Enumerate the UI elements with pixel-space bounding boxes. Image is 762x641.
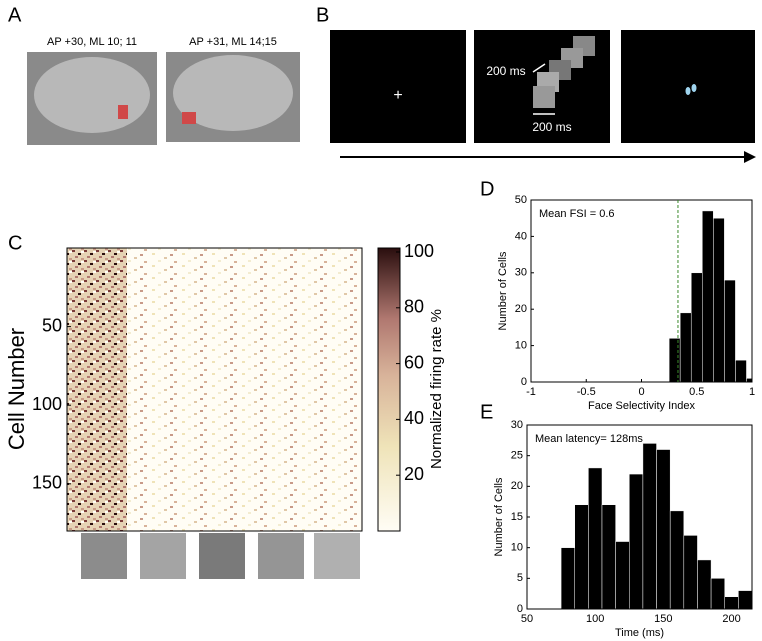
x-tick-label: -1 <box>526 386 536 398</box>
x-tick-label: 0 <box>638 386 644 398</box>
stimulus <box>533 86 555 108</box>
reward-drop <box>685 87 691 95</box>
bar <box>574 504 589 610</box>
arrow <box>532 63 546 73</box>
y-tick-label: 20 <box>511 480 523 492</box>
caption: AP +30, ML 10; 11 <box>47 36 137 48</box>
y-tick-label: 100 <box>32 394 62 414</box>
x-tick-label: 200 <box>722 613 740 625</box>
y-tick-label: 40 <box>515 230 527 242</box>
annotation: Mean latency= 128ms <box>535 433 643 445</box>
bar <box>746 378 753 383</box>
panel-label: C <box>8 232 22 254</box>
heatmap-face-columns <box>67 248 127 531</box>
fixation: + <box>393 87 402 104</box>
reward-drop <box>691 84 697 92</box>
duration-label: 200 ms <box>532 120 571 134</box>
category-image <box>81 533 127 579</box>
bar <box>735 359 747 383</box>
bar <box>601 504 616 610</box>
mri-brain <box>34 57 150 133</box>
x-tick-label: 1 <box>749 386 755 398</box>
y-tick-label: 15 <box>511 511 523 523</box>
y-tick-label: 30 <box>515 267 527 279</box>
bar <box>713 217 725 383</box>
bar <box>738 590 753 610</box>
bar <box>656 449 671 610</box>
bar <box>668 338 681 383</box>
category-image <box>140 533 186 579</box>
x-tick-label: 100 <box>586 613 604 625</box>
isi-label: 200 ms <box>486 64 525 78</box>
screen <box>621 30 755 143</box>
screen <box>330 30 466 143</box>
bar <box>588 467 603 610</box>
panel-label: E <box>480 401 493 423</box>
time-arrow-head <box>744 151 756 163</box>
colorbar <box>377 247 401 532</box>
y-tick-label: 30 <box>511 419 523 431</box>
bar <box>702 210 714 383</box>
bar <box>724 279 736 383</box>
bar <box>615 541 630 610</box>
y-tick-label: 10 <box>511 542 523 554</box>
bar <box>642 443 657 610</box>
x-tick-label: -0.5 <box>577 386 596 398</box>
colorbar-tick-label: 60 <box>404 352 424 372</box>
colorbar-tick-label: 20 <box>404 464 424 484</box>
bar <box>683 535 698 610</box>
y-axis-label: Cell Number <box>4 328 29 450</box>
category-image <box>199 533 245 579</box>
y-tick-label: 0 <box>517 603 523 615</box>
y-tick-label: 150 <box>32 473 62 493</box>
panel-label: D <box>480 178 494 200</box>
category-image <box>258 533 304 579</box>
y-tick-label: 50 <box>42 315 62 335</box>
y-tick-label: 50 <box>515 194 527 206</box>
annotation: Mean FSI = 0.6 <box>539 208 615 220</box>
y-axis-label: Number of Cells <box>497 251 509 330</box>
colorbar-tick-label: 40 <box>404 408 424 428</box>
recording-site <box>182 112 196 124</box>
bar <box>697 559 712 610</box>
y-tick-label: 20 <box>515 303 527 315</box>
bar <box>690 272 703 383</box>
caption: AP +31, ML 14;15 <box>189 36 277 48</box>
panel-label: A <box>8 4 22 26</box>
panel-label: B <box>316 4 329 26</box>
colorbar-tick-label: 80 <box>404 297 424 317</box>
recording-site <box>118 105 128 119</box>
x-axis-label: Time (ms) <box>615 627 664 639</box>
heatmap-frame <box>66 247 363 532</box>
y-tick-label: 5 <box>517 572 523 584</box>
bar <box>679 312 692 383</box>
bar <box>669 510 685 610</box>
y-tick-label: 0 <box>521 376 527 388</box>
bar <box>629 473 644 610</box>
y-axis-label: Number of Cells <box>493 477 505 556</box>
x-tick-label: 0.5 <box>689 386 704 398</box>
bar <box>710 578 725 610</box>
category-image <box>314 533 360 579</box>
x-axis-label: Face Selectivity Index <box>588 400 695 412</box>
bar <box>560 547 575 610</box>
colorbar-tick-label: 100 <box>404 241 434 261</box>
y-tick-label: 10 <box>515 340 527 352</box>
colorbar-label: Normalized firing rate % <box>428 309 445 469</box>
x-tick-label: 50 <box>521 613 533 625</box>
y-tick-label: 25 <box>511 450 523 462</box>
mri-brain <box>173 55 293 131</box>
x-tick-label: 150 <box>654 613 672 625</box>
